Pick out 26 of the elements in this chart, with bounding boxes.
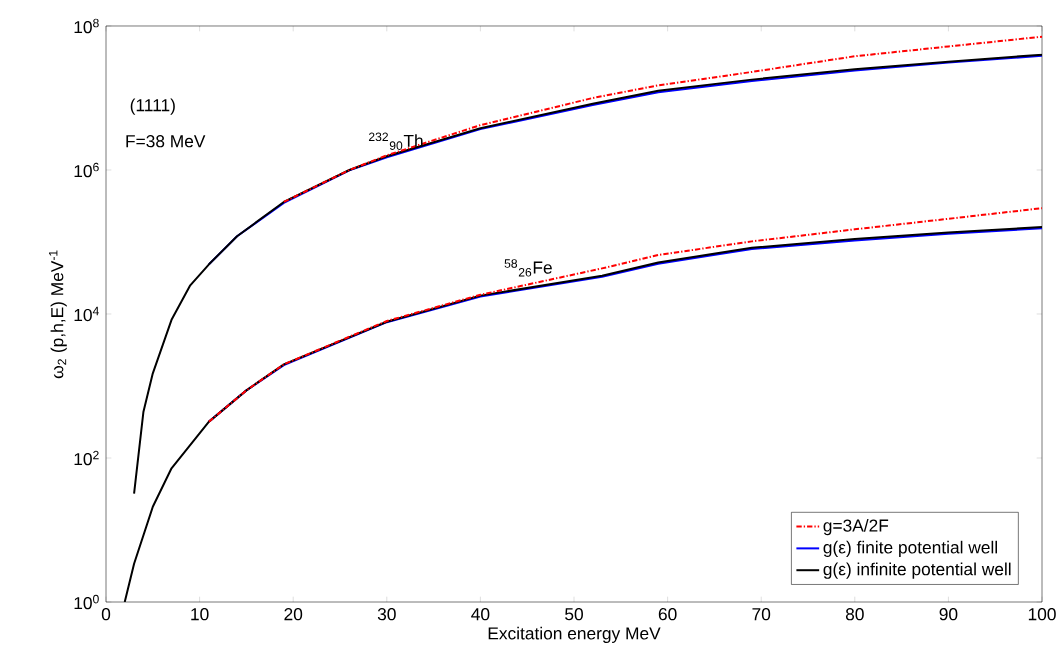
x-axis-title: Excitation energy MeV — [488, 626, 661, 643]
x-tick-label: 0 — [101, 608, 111, 621]
line-series — [282, 35, 1043, 203]
x-tick-label: 70 — [752, 608, 771, 621]
annotation: 232$_{90}$Th — [368, 132, 423, 150]
x-tick-label: 50 — [565, 608, 583, 621]
x-tick-label: 60 — [658, 608, 677, 621]
annotation: 58$_{26}$Fe — [504, 259, 552, 277]
annotation: F=38 MeV — [126, 135, 206, 148]
y-tick-label: 10$^{0}$ — [74, 594, 99, 610]
y-tick-label: 10$^{4}$ — [74, 306, 99, 322]
x-tick-label: 90 — [939, 608, 958, 621]
y-tick-label: 10$^{8}$ — [74, 18, 99, 34]
x-tick-label: 30 — [377, 608, 396, 621]
legend-label: g(ε) infinite potential well — [823, 562, 1011, 579]
x-tick-label: 10 — [191, 608, 209, 621]
y-tick-label: 10$^{2}$ — [74, 450, 99, 466]
legend-label: g=3A/2F — [823, 518, 889, 536]
x-tick-label: 40 — [471, 608, 490, 621]
annotation: (1111) — [130, 98, 175, 115]
x-tick-label: 100 — [1028, 608, 1056, 621]
y-tick-label: 10$^{6}$ — [74, 162, 99, 178]
x-tick-label: 80 — [845, 608, 864, 621]
x-tick-label: 20 — [284, 608, 303, 621]
y-axis-title: ω$_{2}$ (p,h,E) MeV$^{-1}$ — [49, 250, 67, 379]
legend-label: g(ε) finite potential well — [823, 540, 997, 557]
